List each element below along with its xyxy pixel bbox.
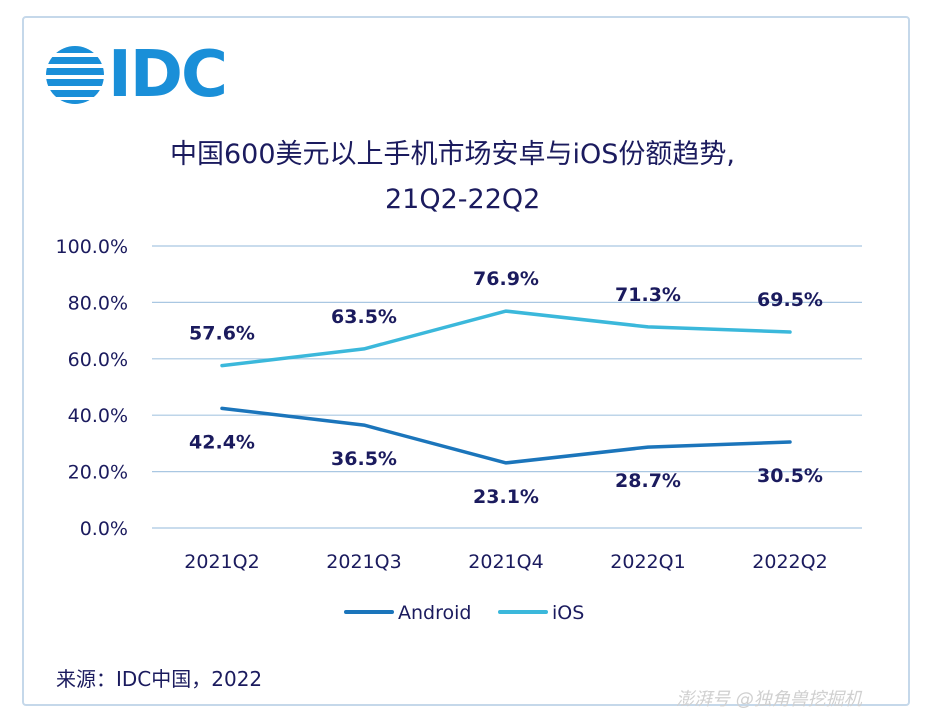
data-label-android: 36.5% — [331, 448, 397, 470]
y-tick-label: 100.0% — [56, 236, 128, 258]
series-line-android — [220, 406, 792, 465]
x-tick-label: 2021Q4 — [468, 551, 543, 573]
chart-subtitle: 21Q2-22Q2 — [385, 184, 541, 215]
data-label-ios: 57.6% — [189, 323, 255, 345]
y-tick-label: 20.0% — [68, 462, 128, 484]
chart-frame — [22, 16, 910, 706]
y-tick-label: 80.0% — [68, 292, 128, 314]
x-tick-label: 2021Q2 — [184, 551, 259, 573]
y-tick-label: 0.0% — [80, 518, 128, 540]
idc-globe-icon — [46, 46, 104, 104]
legend-label-ios: iOS — [552, 602, 584, 624]
series-line-ios — [220, 309, 792, 368]
data-label-android: 42.4% — [189, 431, 255, 453]
x-tick-label: 2022Q2 — [752, 551, 827, 573]
watermark: 澎湃号 @独角兽挖掘机 — [676, 689, 862, 710]
data-label-ios: 63.5% — [331, 306, 397, 328]
data-label-ios: 71.3% — [615, 284, 681, 306]
data-label-ios: 69.5% — [757, 289, 823, 311]
data-label-android: 30.5% — [757, 465, 823, 487]
data-label-ios: 76.9% — [473, 268, 539, 290]
idc-logo-text: IDC — [108, 38, 228, 112]
legend-label-android: Android — [398, 602, 471, 624]
source-note: 来源：IDC中国，2022 — [56, 667, 263, 691]
y-tick-label: 60.0% — [68, 349, 128, 371]
y-tick-label: 40.0% — [68, 405, 128, 427]
x-tick-label: 2021Q3 — [326, 551, 401, 573]
data-label-android: 23.1% — [473, 486, 539, 508]
x-tick-label: 2022Q1 — [610, 551, 685, 573]
data-label-android: 28.7% — [615, 470, 681, 492]
chart-title: 中国600美元以上手机市场安卓与iOS份额趋势, — [170, 139, 736, 170]
